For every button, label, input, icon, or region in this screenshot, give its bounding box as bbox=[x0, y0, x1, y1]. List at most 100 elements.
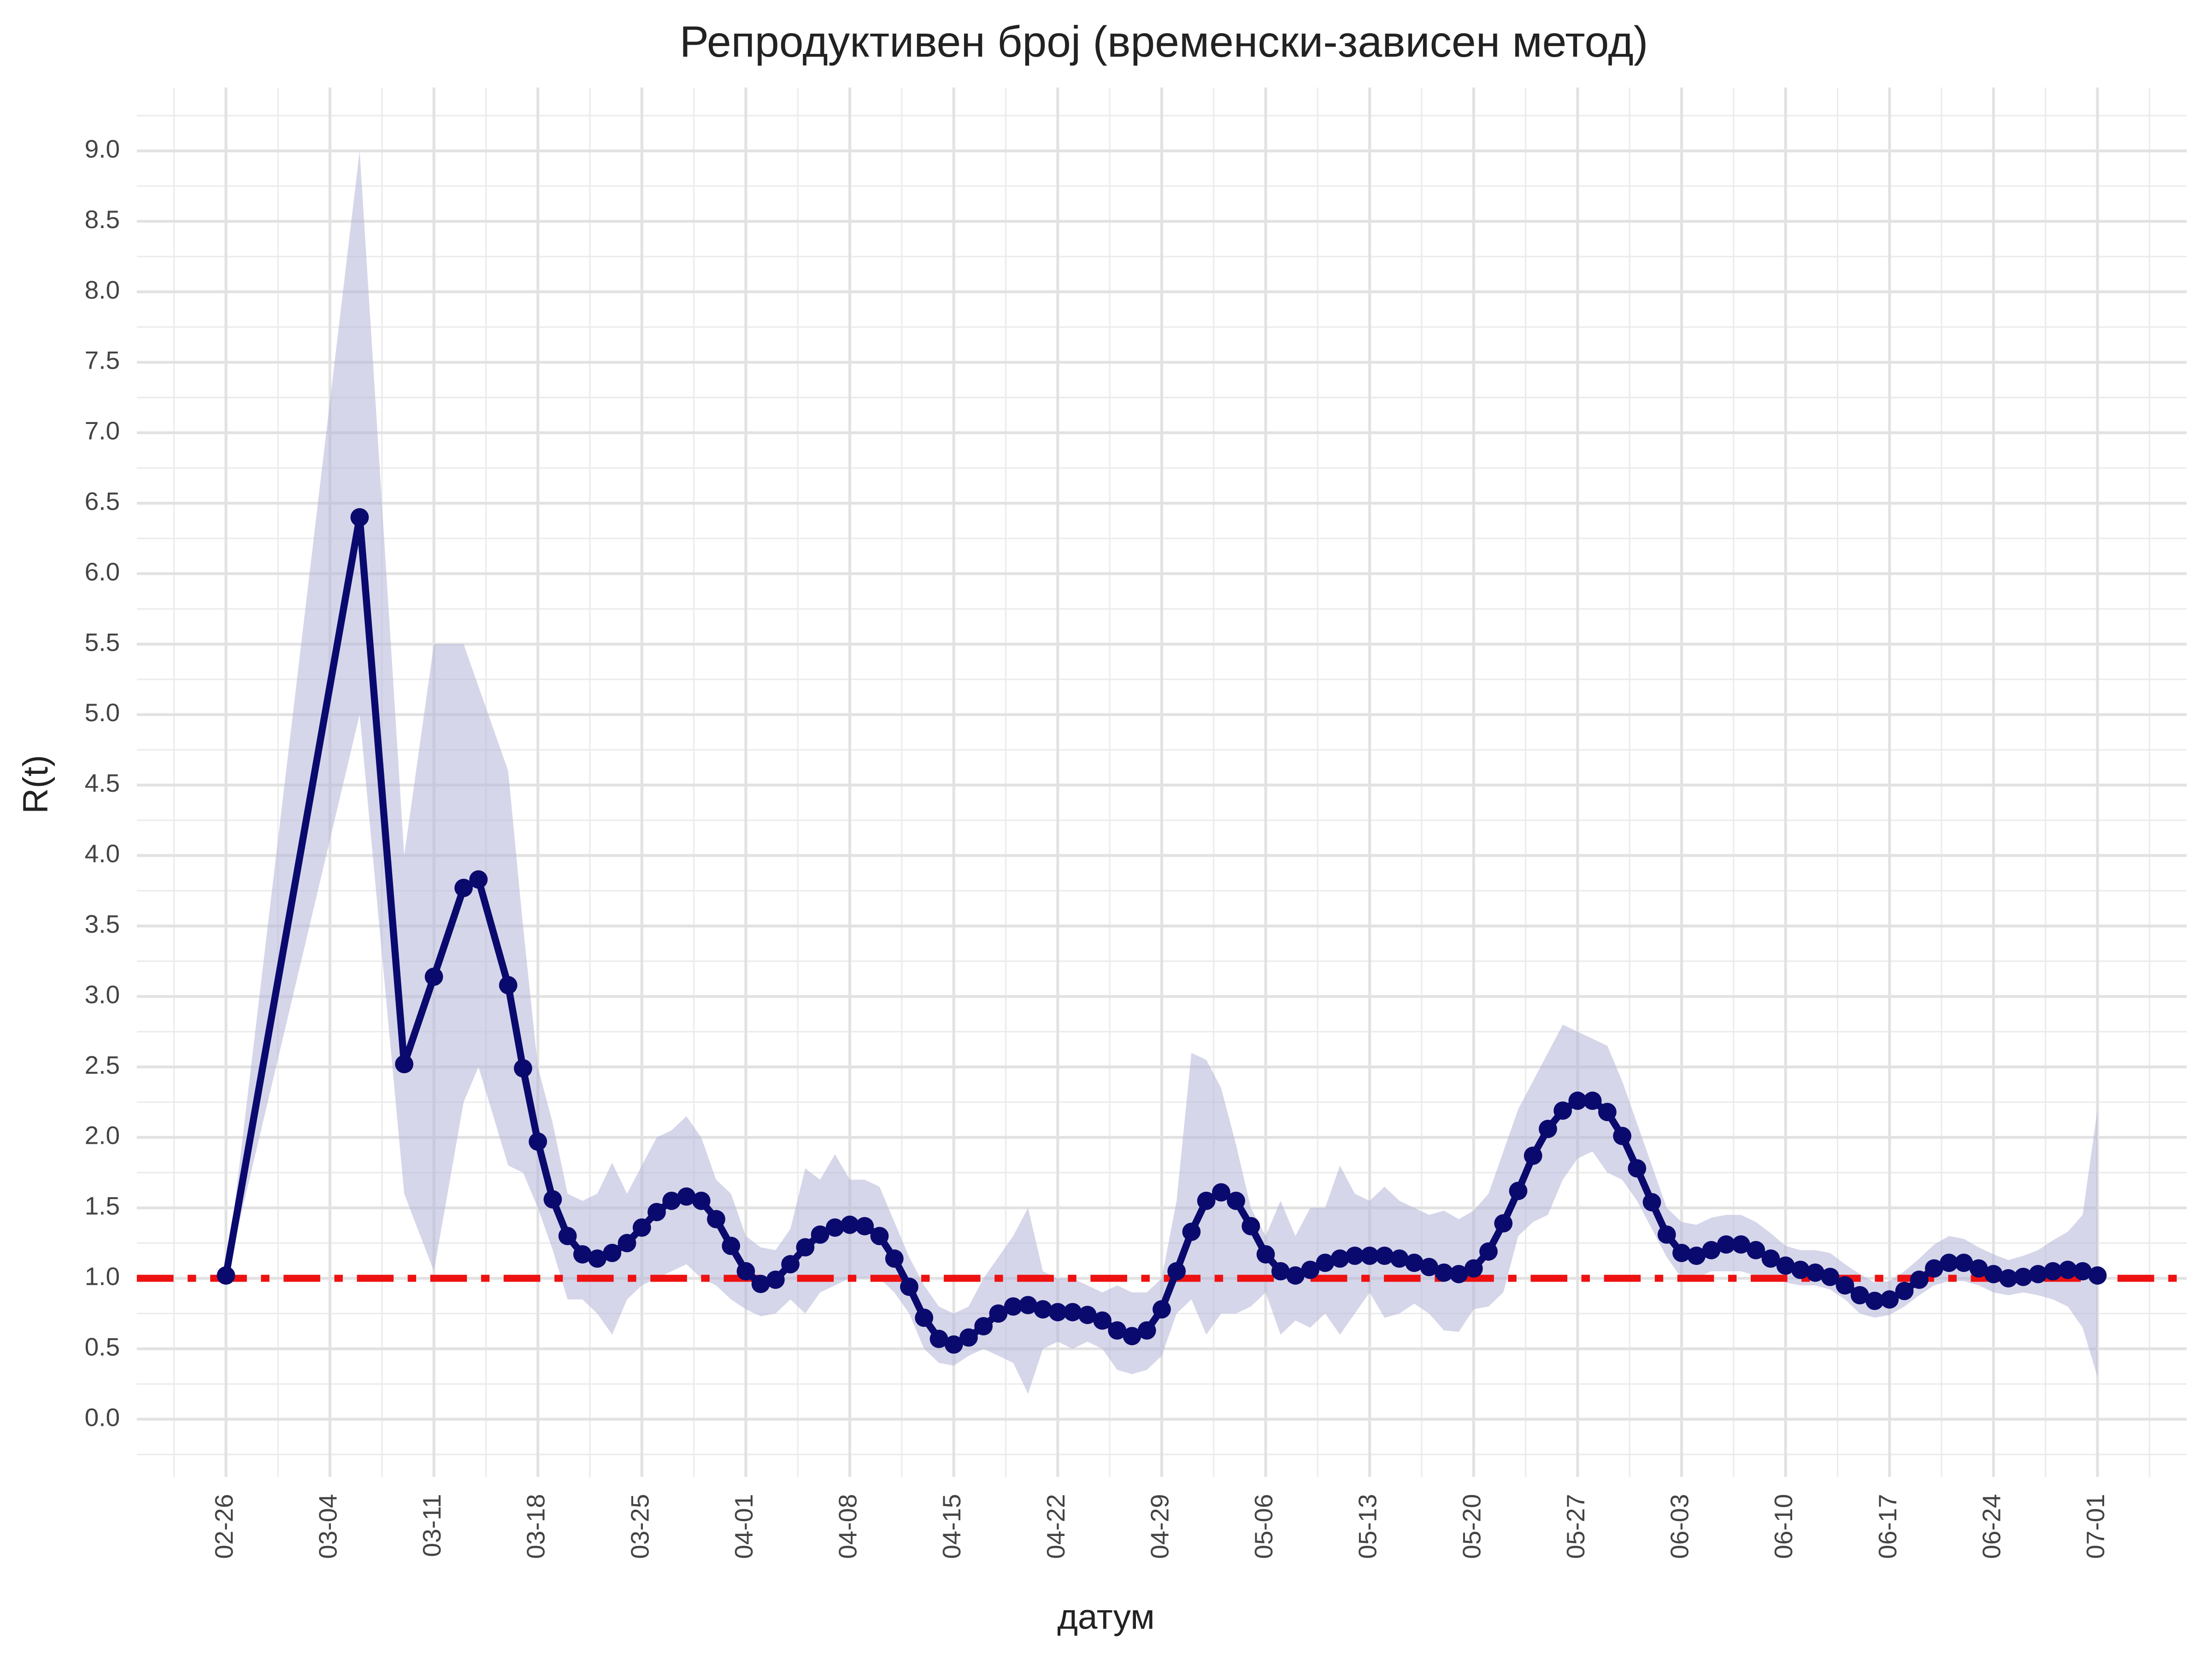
point bbox=[766, 1271, 785, 1289]
point bbox=[944, 1335, 963, 1354]
point bbox=[751, 1275, 770, 1294]
point bbox=[1182, 1223, 1201, 1241]
point bbox=[1791, 1260, 1810, 1279]
point bbox=[1806, 1263, 1825, 1282]
x-tick-label: 05-13 bbox=[1353, 1494, 1382, 1559]
point bbox=[1954, 1253, 1973, 1272]
y-tick-label: 2.5 bbox=[85, 1051, 120, 1079]
point bbox=[707, 1210, 725, 1229]
y-tick-label: 5.0 bbox=[85, 698, 120, 727]
point bbox=[1747, 1241, 1765, 1259]
point bbox=[1642, 1193, 1661, 1212]
point bbox=[1063, 1303, 1082, 1322]
chart-title: Репродуктивен број (временски-зависен ме… bbox=[680, 18, 1648, 66]
point bbox=[1123, 1327, 1141, 1346]
point bbox=[722, 1236, 741, 1255]
point bbox=[2043, 1262, 2062, 1281]
x-tick-label: 06-03 bbox=[1665, 1494, 1694, 1559]
point bbox=[1316, 1253, 1335, 1272]
point bbox=[1732, 1235, 1750, 1254]
point bbox=[1004, 1297, 1023, 1316]
point bbox=[1524, 1146, 1542, 1165]
point bbox=[1048, 1303, 1067, 1322]
point bbox=[350, 508, 369, 527]
point bbox=[855, 1217, 874, 1235]
y-tick-label: 8.0 bbox=[85, 276, 120, 304]
point bbox=[959, 1328, 978, 1347]
x-tick-label: 04-15 bbox=[937, 1494, 966, 1559]
point bbox=[1583, 1091, 1602, 1110]
x-tick-label: 05-27 bbox=[1561, 1494, 1590, 1559]
point bbox=[1197, 1191, 1216, 1210]
y-tick-label: 1.0 bbox=[85, 1262, 120, 1290]
point bbox=[1464, 1259, 1483, 1278]
point bbox=[1628, 1159, 1647, 1178]
x-tick-label: 07-01 bbox=[2081, 1494, 2110, 1559]
point bbox=[796, 1238, 815, 1257]
point bbox=[1880, 1290, 1899, 1309]
point bbox=[1390, 1249, 1409, 1268]
x-tick-label: 05-06 bbox=[1249, 1494, 1278, 1559]
point bbox=[588, 1249, 607, 1268]
x-tick-label: 04-01 bbox=[729, 1494, 758, 1559]
point bbox=[1330, 1249, 1349, 1268]
point bbox=[2073, 1262, 2092, 1281]
point bbox=[870, 1227, 889, 1246]
y-tick-label: 9.0 bbox=[85, 135, 120, 163]
point bbox=[692, 1191, 711, 1210]
point bbox=[1539, 1119, 1557, 1138]
point bbox=[974, 1317, 993, 1335]
x-tick-label: 02-26 bbox=[210, 1494, 238, 1559]
y-tick-label: 8.5 bbox=[85, 205, 120, 234]
point bbox=[1553, 1101, 1572, 1120]
confidence-band bbox=[226, 151, 2098, 1394]
point bbox=[841, 1215, 859, 1234]
point bbox=[499, 976, 518, 994]
x-tick-label: 04-22 bbox=[1041, 1494, 1070, 1559]
point bbox=[930, 1330, 948, 1348]
point bbox=[1435, 1263, 1453, 1282]
point bbox=[454, 878, 473, 897]
point bbox=[424, 967, 443, 986]
point bbox=[1256, 1245, 1275, 1264]
point bbox=[885, 1249, 904, 1268]
x-tick-label: 03-18 bbox=[522, 1494, 550, 1559]
point bbox=[1910, 1271, 1929, 1289]
point bbox=[1034, 1300, 1052, 1319]
point bbox=[2059, 1260, 2077, 1279]
point bbox=[1821, 1267, 1840, 1286]
point bbox=[1702, 1241, 1721, 1259]
point bbox=[1984, 1265, 2003, 1283]
point bbox=[1108, 1321, 1127, 1340]
x-tick-label: 05-20 bbox=[1457, 1494, 1486, 1559]
y-tick-label: 0.5 bbox=[85, 1332, 120, 1361]
y-tick-label: 0.0 bbox=[85, 1403, 120, 1431]
point bbox=[662, 1191, 681, 1210]
point bbox=[915, 1308, 934, 1327]
point bbox=[529, 1132, 547, 1151]
point bbox=[1227, 1191, 1245, 1210]
point bbox=[1969, 1259, 1988, 1278]
point bbox=[1687, 1247, 1706, 1265]
x-tick-label: 06-10 bbox=[1769, 1494, 1798, 1559]
point bbox=[543, 1190, 562, 1209]
point bbox=[1286, 1266, 1305, 1285]
point bbox=[1241, 1217, 1260, 1235]
point bbox=[1137, 1321, 1156, 1340]
point bbox=[1925, 1259, 1943, 1278]
point bbox=[1078, 1306, 1097, 1324]
y-tick-label: 5.5 bbox=[85, 628, 120, 656]
point bbox=[1835, 1276, 1854, 1295]
point bbox=[1405, 1253, 1424, 1272]
x-tick-label: 03-25 bbox=[625, 1494, 654, 1559]
point bbox=[1850, 1286, 1869, 1305]
point bbox=[825, 1218, 844, 1237]
x-tick-label: 04-08 bbox=[834, 1494, 862, 1559]
point bbox=[781, 1255, 800, 1274]
point bbox=[1999, 1269, 2018, 1288]
x-axis-title: датум bbox=[1057, 1598, 1154, 1637]
y-tick-label: 6.5 bbox=[85, 487, 120, 516]
point bbox=[677, 1187, 696, 1206]
point bbox=[1657, 1225, 1676, 1244]
point bbox=[900, 1277, 918, 1296]
